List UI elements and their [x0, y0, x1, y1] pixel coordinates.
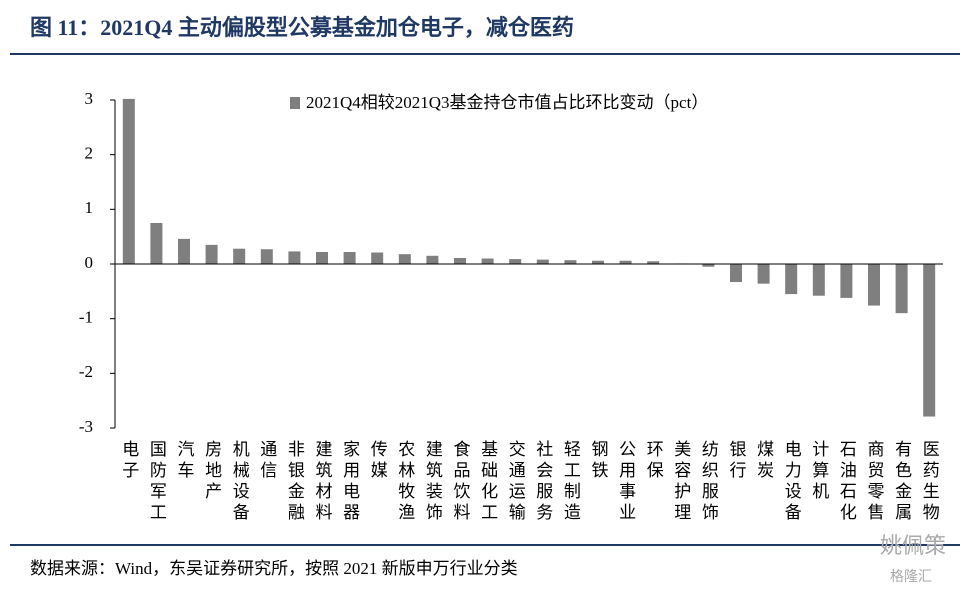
y-tick-label: 0 [85, 253, 94, 272]
x-tick-label: 汽车 [175, 440, 195, 482]
bar [288, 251, 301, 264]
bar [730, 264, 742, 283]
bar [564, 260, 577, 264]
bar [757, 264, 770, 284]
x-tick-label: 医药生物 [920, 440, 940, 524]
x-tick-label: 基础化工 [478, 440, 498, 524]
x-tick-label: 轻工制造 [561, 440, 581, 524]
x-tick-label: 电力设备 [782, 440, 802, 524]
watermark: 格隆汇 [890, 569, 932, 585]
x-tick-label: 钢铁 [589, 440, 609, 482]
bar [785, 264, 798, 295]
x-tick-label: 机械设备 [230, 440, 250, 524]
y-tick-label: 3 [85, 89, 94, 108]
chart-title: 图 11：2021Q4 主动偏股型公募基金加仓电子，减仓医药 [30, 15, 574, 40]
x-tick-label: 社会服务 [533, 440, 553, 524]
x-tick-label: 纺织服饰 [699, 440, 719, 524]
x-tick-label: 美容护理 [671, 440, 691, 524]
x-tick-label: 有色金属 [892, 440, 912, 524]
bar [702, 264, 715, 267]
x-tick-label: 通信 [257, 440, 277, 482]
x-tick-label: 计算机 [809, 440, 829, 503]
x-tick-label: 环保 [644, 440, 664, 482]
x-tick-label: 银行 [727, 440, 747, 482]
bar [509, 259, 522, 264]
bar [481, 258, 494, 264]
bar [371, 252, 384, 264]
x-tick-label: 公用事业 [616, 440, 636, 524]
y-tick-label: 1 [85, 198, 94, 217]
bar [592, 260, 604, 264]
bar [536, 259, 549, 264]
legend-swatch [290, 97, 300, 109]
source-note: 数据来源：Wind，东吴证券研究所，按照 2021 新版申万行业分类 [30, 559, 518, 578]
bar [923, 264, 936, 417]
x-tick-label: 交通运输 [506, 440, 526, 524]
bar [122, 98, 135, 264]
bar [233, 248, 246, 264]
watermark: 姚佩策 [880, 533, 946, 558]
x-tick-label: 房地产 [202, 440, 222, 503]
bar [343, 251, 356, 264]
y-tick-label: 2 [85, 144, 94, 163]
x-tick-label: 食品饮料 [451, 440, 471, 524]
bar [812, 264, 825, 296]
x-tick-label: 商贸零售 [865, 440, 885, 524]
x-tick-label: 非银金融 [285, 440, 305, 524]
bar [647, 261, 660, 264]
x-tick-label: 传媒 [368, 440, 388, 482]
x-tick-label: 家用电器 [340, 440, 360, 524]
y-tick-label: -3 [79, 417, 93, 436]
y-tick-label: -1 [79, 308, 93, 327]
bar [316, 251, 328, 264]
bar [260, 249, 273, 264]
bar [619, 260, 632, 264]
x-tick-label: 农林牧渔 [395, 440, 415, 524]
bar [150, 223, 163, 264]
legend-label: 2021Q4相较2021Q3基金持仓市值占比环比变动（pct） [306, 93, 708, 112]
bar [178, 238, 190, 264]
bar [895, 264, 908, 314]
x-tick-label: 国防军工 [147, 440, 167, 524]
y-tick-label: -2 [79, 362, 93, 381]
bar [426, 255, 439, 264]
bar [454, 257, 466, 264]
x-tick-label: 电子 [119, 440, 139, 482]
bar [398, 254, 411, 264]
bar [868, 264, 880, 306]
x-tick-label: 煤炭 [754, 440, 774, 482]
x-tick-label: 建筑材料 [313, 440, 333, 524]
bar [205, 244, 218, 264]
x-tick-label: 建筑装饰 [423, 440, 443, 524]
bar [840, 264, 853, 298]
x-tick-label: 石油石化 [837, 440, 857, 524]
